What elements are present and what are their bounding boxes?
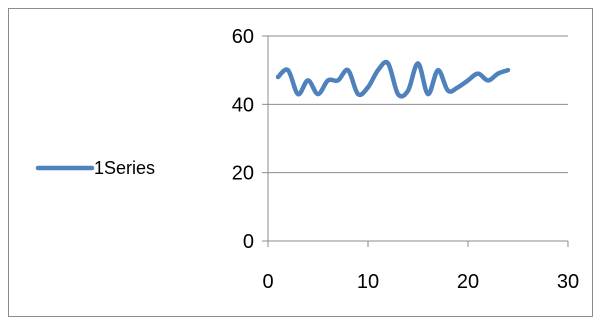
y-tick-label-20: 20 [232,163,254,185]
tick-labels: 0 20 40 60 0 10 20 30 [232,26,579,293]
chart-frame [8,8,593,317]
series-line-0 [275,59,511,99]
legend: 1Series [35,158,155,178]
gridlines [268,35,568,174]
x-tick-label-30: 30 [557,271,579,293]
axes [262,35,569,247]
series-layer [275,59,511,99]
y-tick-label-60: 60 [232,26,254,48]
x-tick-label-20: 20 [457,271,479,293]
y-tick-label-40: 40 [232,94,254,116]
x-tick-label-10: 10 [357,271,379,293]
legend-label-1series: 1Series [94,158,155,178]
y-tick-label-0: 0 [243,231,254,253]
x-tick-label-0: 0 [262,271,273,293]
